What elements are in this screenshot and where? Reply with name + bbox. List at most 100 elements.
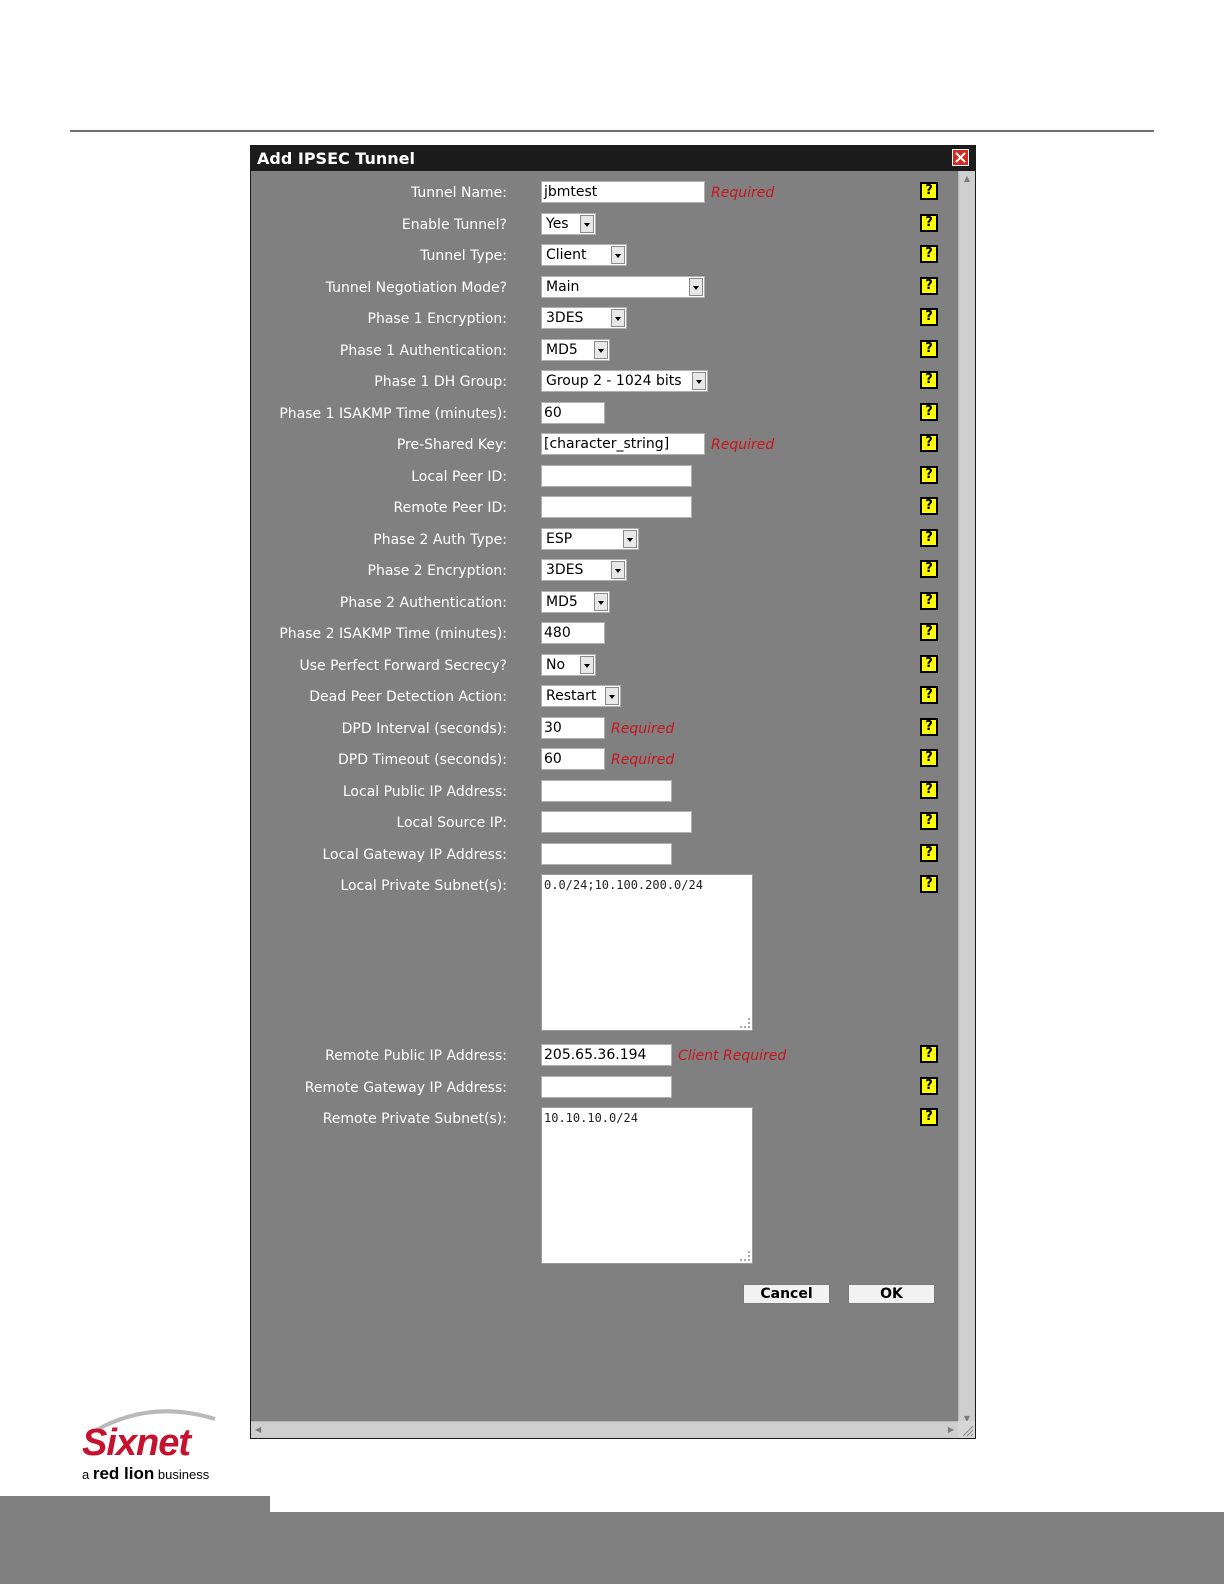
vertical-scrollbar[interactable]: ▲ ▼	[958, 171, 975, 1427]
ok-button[interactable]: OK	[848, 1284, 935, 1304]
p1-auth-value: MD5	[546, 342, 578, 358]
help-icon[interactable]: ?	[920, 781, 938, 799]
chevron-down-icon	[611, 309, 625, 327]
scroll-up-icon[interactable]: ▲	[963, 174, 971, 183]
p1-encryption-select[interactable]: 3DES	[541, 307, 627, 329]
remote-public-ip-input[interactable]: 205.65.36.194	[541, 1044, 672, 1066]
local-peer-id-label: Local Peer ID:	[411, 469, 507, 485]
chevron-down-icon	[594, 341, 608, 359]
help-icon[interactable]: ?	[920, 277, 938, 295]
dpd-timeout-required: Required	[611, 752, 675, 768]
remote-peer-id-label: Remote Peer ID:	[393, 500, 507, 516]
tunnel-name-label: Tunnel Name:	[410, 185, 507, 201]
horizontal-scrollbar[interactable]: ◀ ▶	[251, 1421, 958, 1438]
dpd-interval-input[interactable]: 30	[541, 717, 605, 739]
tunnel-type-select[interactable]: Client	[541, 244, 627, 266]
help-icon[interactable]: ?	[920, 403, 938, 421]
negotiation-mode-label: Tunnel Negotiation Mode?	[325, 280, 507, 296]
help-icon[interactable]: ?	[920, 434, 938, 452]
tunnel-name-required: Required	[711, 185, 775, 201]
remote-gateway-ip-input[interactable]	[541, 1076, 672, 1098]
help-icon[interactable]: ?	[920, 812, 938, 830]
add-ipsec-tunnel-dialog: Add IPSEC Tunnel Tunnel Name: jbmtest Re…	[250, 145, 976, 1439]
enable-tunnel-select[interactable]: Yes	[541, 213, 596, 235]
p1-encryption-label: Phase 1 Encryption:	[367, 311, 508, 327]
p1-isakmp-time-label: Phase 1 ISAKMP Time (minutes):	[279, 406, 507, 422]
chevron-down-icon	[605, 687, 619, 705]
local-source-ip-label: Local Source IP:	[396, 815, 507, 831]
p2-encryption-select[interactable]: 3DES	[541, 559, 627, 581]
help-icon[interactable]: ?	[920, 340, 938, 358]
help-icon[interactable]: ?	[920, 592, 938, 610]
local-source-ip-input[interactable]	[541, 811, 692, 833]
row-p2-isakmp-time: Phase 2 ISAKMP Time (minutes): 480 ?	[251, 622, 951, 650]
p2-isakmp-time-input[interactable]: 480	[541, 622, 605, 644]
help-icon[interactable]: ?	[920, 844, 938, 862]
p2-auth-type-select[interactable]: ESP	[541, 528, 639, 550]
p2-encryption-label: Phase 2 Encryption:	[367, 563, 508, 579]
dialog-titlebar: Add IPSEC Tunnel	[251, 146, 975, 171]
cancel-button[interactable]: Cancel	[743, 1284, 830, 1304]
p2-auth-type-value: ESP	[546, 531, 573, 547]
remote-private-subnets-label: Remote Private Subnet(s):	[322, 1111, 507, 1127]
logo-sub-brand: red lion	[92, 1464, 155, 1483]
local-gateway-ip-input[interactable]	[541, 843, 672, 865]
p1-dh-group-select[interactable]: Group 2 - 1024 bits	[541, 370, 708, 392]
help-icon[interactable]: ?	[920, 1108, 938, 1126]
window-resize-grip-icon[interactable]	[958, 1421, 975, 1438]
help-icon[interactable]: ?	[920, 497, 938, 515]
help-icon[interactable]: ?	[920, 214, 938, 232]
help-icon[interactable]: ?	[920, 466, 938, 484]
row-p2-auth-type: Phase 2 Auth Type: ESP ?	[251, 528, 951, 556]
dpd-interval-required: Required	[611, 721, 675, 737]
help-icon[interactable]: ?	[920, 686, 938, 704]
resize-grip-icon[interactable]	[740, 1251, 750, 1261]
scroll-left-icon[interactable]: ◀	[255, 1425, 262, 1434]
chevron-down-icon	[580, 215, 594, 233]
help-icon[interactable]: ?	[920, 655, 938, 673]
scroll-right-icon[interactable]: ▶	[947, 1425, 954, 1434]
help-icon[interactable]: ?	[920, 245, 938, 263]
help-icon[interactable]: ?	[920, 529, 938, 547]
p1-auth-select[interactable]: MD5	[541, 339, 610, 361]
p2-auth-select[interactable]: MD5	[541, 591, 610, 613]
pfs-select[interactable]: No	[541, 654, 596, 676]
p1-encryption-value: 3DES	[546, 310, 584, 326]
row-dpd-action: Dead Peer Detection Action: Restart ?	[251, 685, 951, 713]
local-public-ip-input[interactable]	[541, 780, 672, 802]
help-icon[interactable]: ?	[920, 1045, 938, 1063]
help-icon[interactable]: ?	[920, 718, 938, 736]
help-icon[interactable]: ?	[920, 182, 938, 200]
help-icon[interactable]: ?	[920, 308, 938, 326]
help-icon[interactable]: ?	[920, 749, 938, 767]
remote-peer-id-input[interactable]	[541, 496, 692, 518]
row-remote-peer-id: Remote Peer ID: ?	[251, 496, 951, 524]
psk-input[interactable]: [character_string]	[541, 433, 705, 455]
local-private-subnets-value: 0.0/24;10.100.200.0/24	[544, 878, 703, 892]
local-private-subnets-textarea[interactable]: 0.0/24;10.100.200.0/24	[541, 874, 753, 1031]
dpd-timeout-input[interactable]: 60	[541, 748, 605, 770]
p2-isakmp-time-label: Phase 2 ISAKMP Time (minutes):	[279, 626, 507, 642]
help-icon[interactable]: ?	[920, 371, 938, 389]
resize-grip-icon[interactable]	[740, 1018, 750, 1028]
negotiation-mode-select[interactable]: Main	[541, 276, 705, 298]
help-icon[interactable]: ?	[920, 875, 938, 893]
close-icon[interactable]	[952, 149, 969, 166]
remote-private-subnets-textarea[interactable]: 10.10.10.0/24	[541, 1107, 753, 1264]
p2-auth-label: Phase 2 Authentication:	[339, 595, 507, 611]
dialog-title: Add IPSEC Tunnel	[257, 149, 415, 168]
tunnel-name-input[interactable]: jbmtest	[541, 181, 705, 203]
p1-isakmp-time-input[interactable]: 60	[541, 402, 605, 424]
dpd-action-select[interactable]: Restart	[541, 685, 621, 707]
help-icon[interactable]: ?	[920, 1077, 938, 1095]
help-icon[interactable]: ?	[920, 623, 938, 641]
scroll-down-icon[interactable]: ▼	[963, 1414, 971, 1423]
help-icon[interactable]: ?	[920, 560, 938, 578]
row-remote-public-ip: Remote Public IP Address: 205.65.36.194 …	[251, 1044, 951, 1072]
sixnet-logo: Sixnet a red lion business	[80, 1400, 240, 1500]
logo-sub-prefix: a	[82, 1467, 90, 1482]
logo-brand: Sixnet	[82, 1422, 191, 1464]
chevron-down-icon	[689, 278, 703, 296]
p1-dh-group-label: Phase 1 DH Group:	[374, 374, 507, 390]
local-peer-id-input[interactable]	[541, 465, 692, 487]
